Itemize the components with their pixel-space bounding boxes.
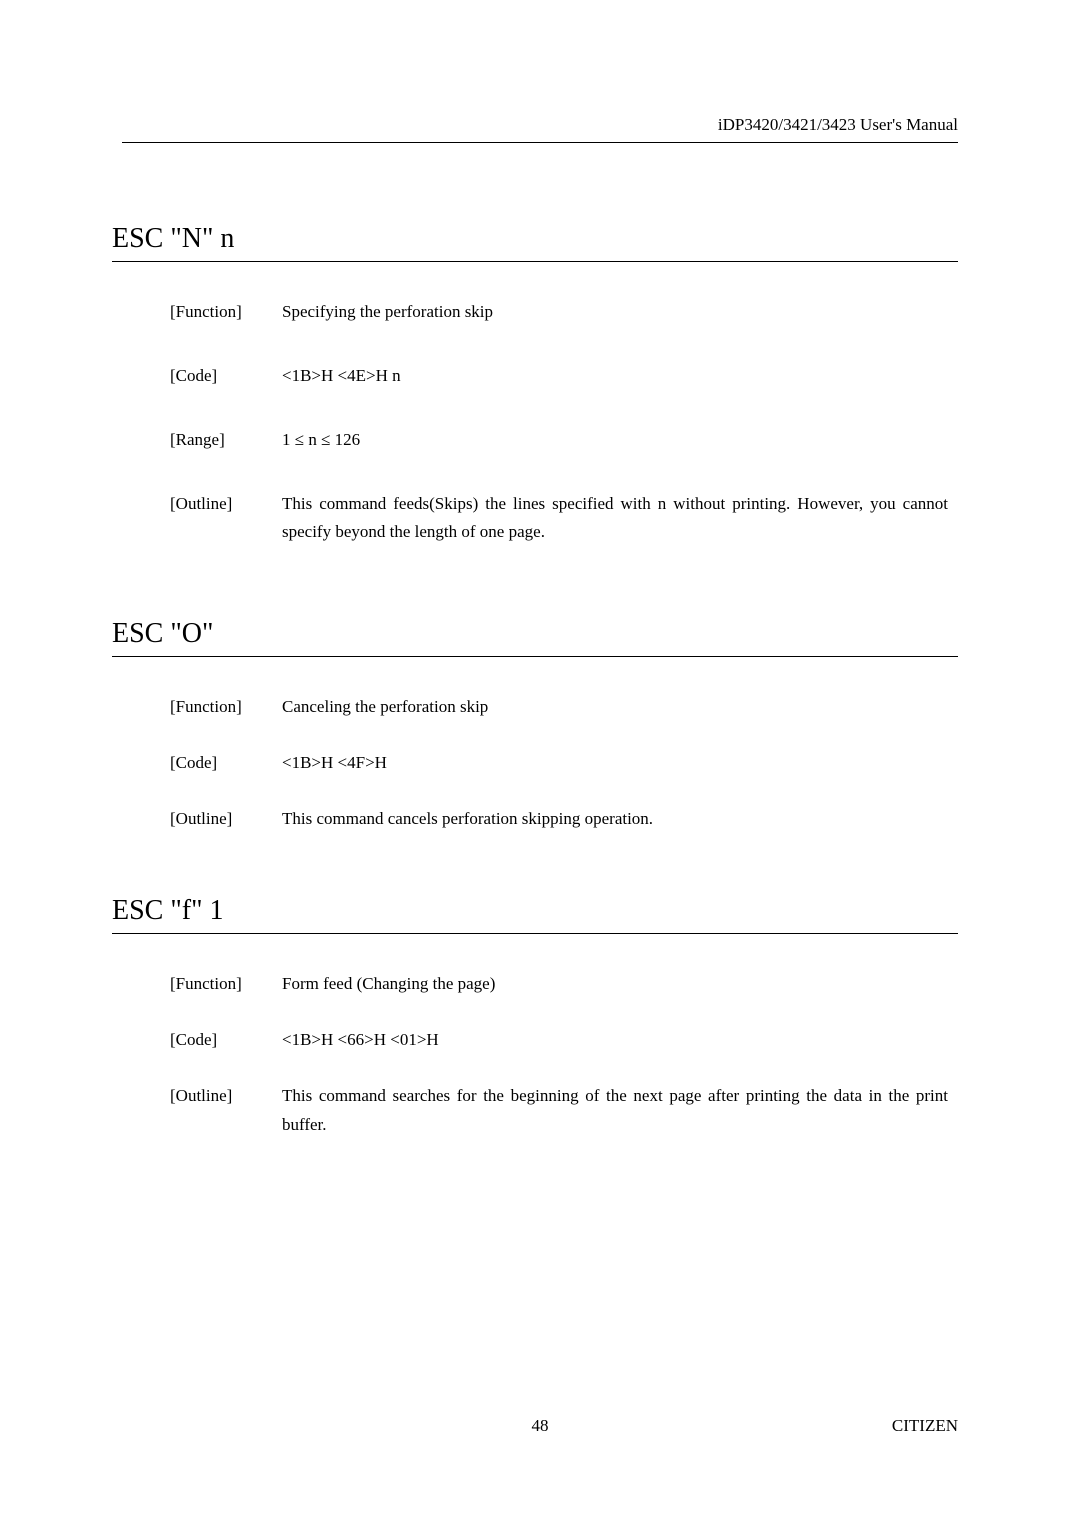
value-code: <1B>H <4E>H n — [282, 362, 958, 390]
entry-range: [Range] 1 ≤ n ≤ 126 — [122, 426, 958, 454]
page-footer: 48 CITIZEN — [122, 1416, 958, 1436]
label-code: [Code] — [122, 362, 282, 390]
value-code: <1B>H <4F>H — [282, 749, 958, 777]
value-code: <1B>H <66>H <01>H — [282, 1026, 958, 1054]
entry-code: [Code] <1B>H <4E>H n — [122, 362, 958, 390]
header-divider — [122, 142, 958, 143]
section-divider — [112, 656, 958, 657]
entry-outline: [Outline] This command feeds(Skips) the … — [122, 490, 958, 546]
entry-outline: [Outline] This command searches for the … — [122, 1082, 958, 1138]
manual-title: iDP3420/3421/3423 User's Manual — [718, 115, 958, 135]
section-title-f: ESC "f" 1 — [112, 895, 958, 927]
label-range: [Range] — [122, 426, 282, 454]
label-function: [Function] — [122, 693, 282, 721]
label-code: [Code] — [122, 749, 282, 777]
entry-code: [Code] <1B>H <66>H <01>H — [122, 1026, 958, 1054]
entry-outline: [Outline] This command cancels perforati… — [122, 805, 958, 833]
label-outline: [Outline] — [122, 1082, 282, 1138]
brand-name: CITIZEN — [892, 1416, 958, 1436]
section-title-n: ESC "N" n — [112, 223, 958, 255]
entry-function: [Function] Canceling the perforation ski… — [122, 693, 958, 721]
value-outline: This command feeds(Skips) the lines spec… — [282, 490, 958, 546]
section-esc-n: ESC "N" n [Function] Specifying the perf… — [122, 223, 958, 546]
label-outline: [Outline] — [122, 805, 282, 833]
value-range: 1 ≤ n ≤ 126 — [282, 426, 958, 454]
value-function: Specifying the perforation skip — [282, 298, 958, 326]
page-number: 48 — [122, 1416, 958, 1436]
value-outline: This command cancels perforation skippin… — [282, 805, 958, 833]
value-outline: This command searches for the beginning … — [282, 1082, 958, 1138]
label-code: [Code] — [122, 1026, 282, 1054]
section-divider — [112, 261, 958, 262]
label-function: [Function] — [122, 298, 282, 326]
value-function: Form feed (Changing the page) — [282, 970, 958, 998]
section-divider — [112, 933, 958, 934]
entry-function: [Function] Specifying the perforation sk… — [122, 298, 958, 326]
section-esc-f: ESC "f" 1 [Function] Form feed (Changing… — [122, 895, 958, 1138]
section-esc-o: ESC "O" [Function] Canceling the perfora… — [122, 618, 958, 833]
section-title-o: ESC "O" — [112, 618, 958, 650]
label-function: [Function] — [122, 970, 282, 998]
entry-function: [Function] Form feed (Changing the page) — [122, 970, 958, 998]
label-outline: [Outline] — [122, 490, 282, 546]
value-function: Canceling the perforation skip — [282, 693, 958, 721]
entry-code: [Code] <1B>H <4F>H — [122, 749, 958, 777]
